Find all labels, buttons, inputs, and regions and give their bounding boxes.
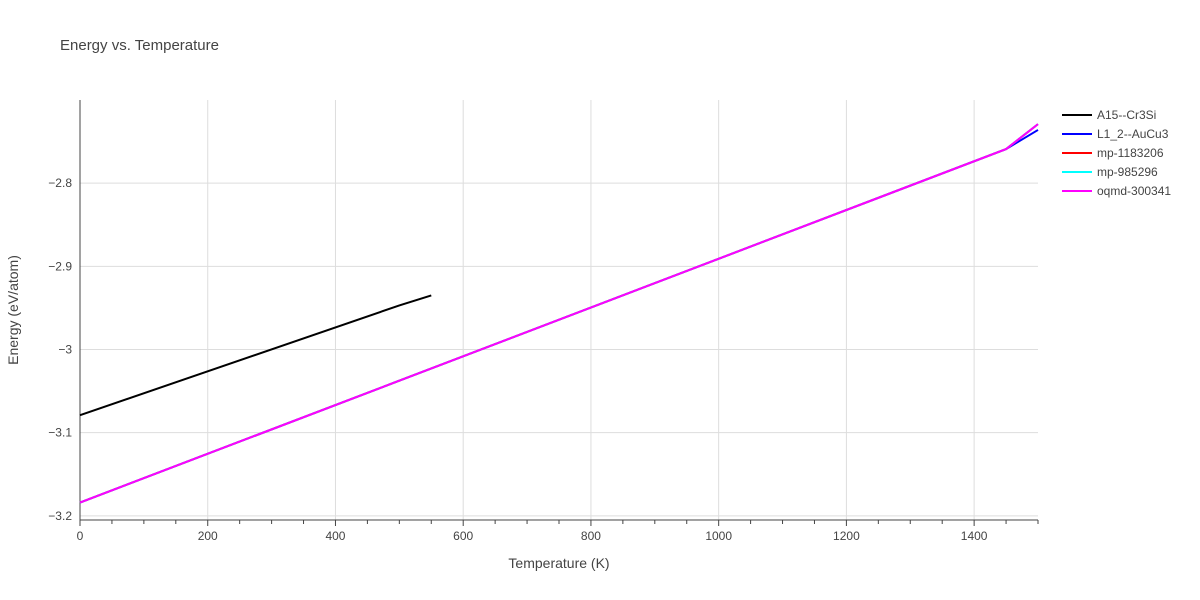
legend-item[interactable]: L1_2--AuCu3 [1062, 127, 1169, 141]
series-line-mp-1183206[interactable] [79, 123, 1039, 504]
x-tick-label: 1400 [961, 529, 988, 543]
x-tick-label: 400 [325, 529, 345, 543]
y-tick-label: −2.8 [48, 176, 72, 190]
legend-label: oqmd-300341 [1097, 184, 1171, 198]
x-tick-label: 0 [77, 529, 84, 543]
x-tick-label: 600 [453, 529, 473, 543]
grid [80, 100, 1038, 520]
x-axis-ticks: 0 200 400 600 800 1000 1200 1400 [77, 529, 988, 543]
x-tick-label: 200 [198, 529, 218, 543]
x-tick-label: 1200 [833, 529, 860, 543]
legend[interactable]: A15--Cr3Si L1_2--AuCu3 mp-1183206 mp-985296… [1062, 108, 1171, 198]
series-lines [79, 123, 1039, 504]
legend-item[interactable]: A15--Cr3Si [1062, 108, 1156, 122]
legend-label: mp-985296 [1097, 165, 1158, 179]
y-tick-label: −3.2 [48, 509, 72, 523]
chart-title: Energy vs. Temperature [60, 37, 219, 54]
y-tick-label: −2.9 [48, 259, 72, 273]
y-axis-title: Energy (eV/atom) [5, 255, 21, 365]
legend-label: A15--Cr3Si [1097, 108, 1156, 122]
legend-item[interactable]: mp-985296 [1062, 165, 1158, 179]
series-line-a15-cr3si[interactable] [79, 294, 432, 417]
axes [79, 100, 1039, 526]
legend-item[interactable]: oqmd-300341 [1062, 184, 1171, 198]
x-axis-title: Temperature (K) [508, 555, 609, 571]
legend-label: L1_2--AuCu3 [1097, 127, 1169, 141]
legend-item[interactable]: mp-1183206 [1062, 146, 1164, 160]
y-tick-label: −3 [58, 343, 72, 357]
legend-label: mp-1183206 [1097, 146, 1164, 160]
series-line-mp-985296[interactable] [79, 123, 1039, 504]
x-tick-label: 1000 [705, 529, 732, 543]
y-tick-label: −3.1 [48, 426, 72, 440]
y-axis-ticks: −3.2 −3.1 −3 −2.9 −2.8 [48, 176, 72, 523]
series-line-oqmd-300341[interactable] [79, 123, 1039, 504]
x-tick-label: 800 [581, 529, 601, 543]
